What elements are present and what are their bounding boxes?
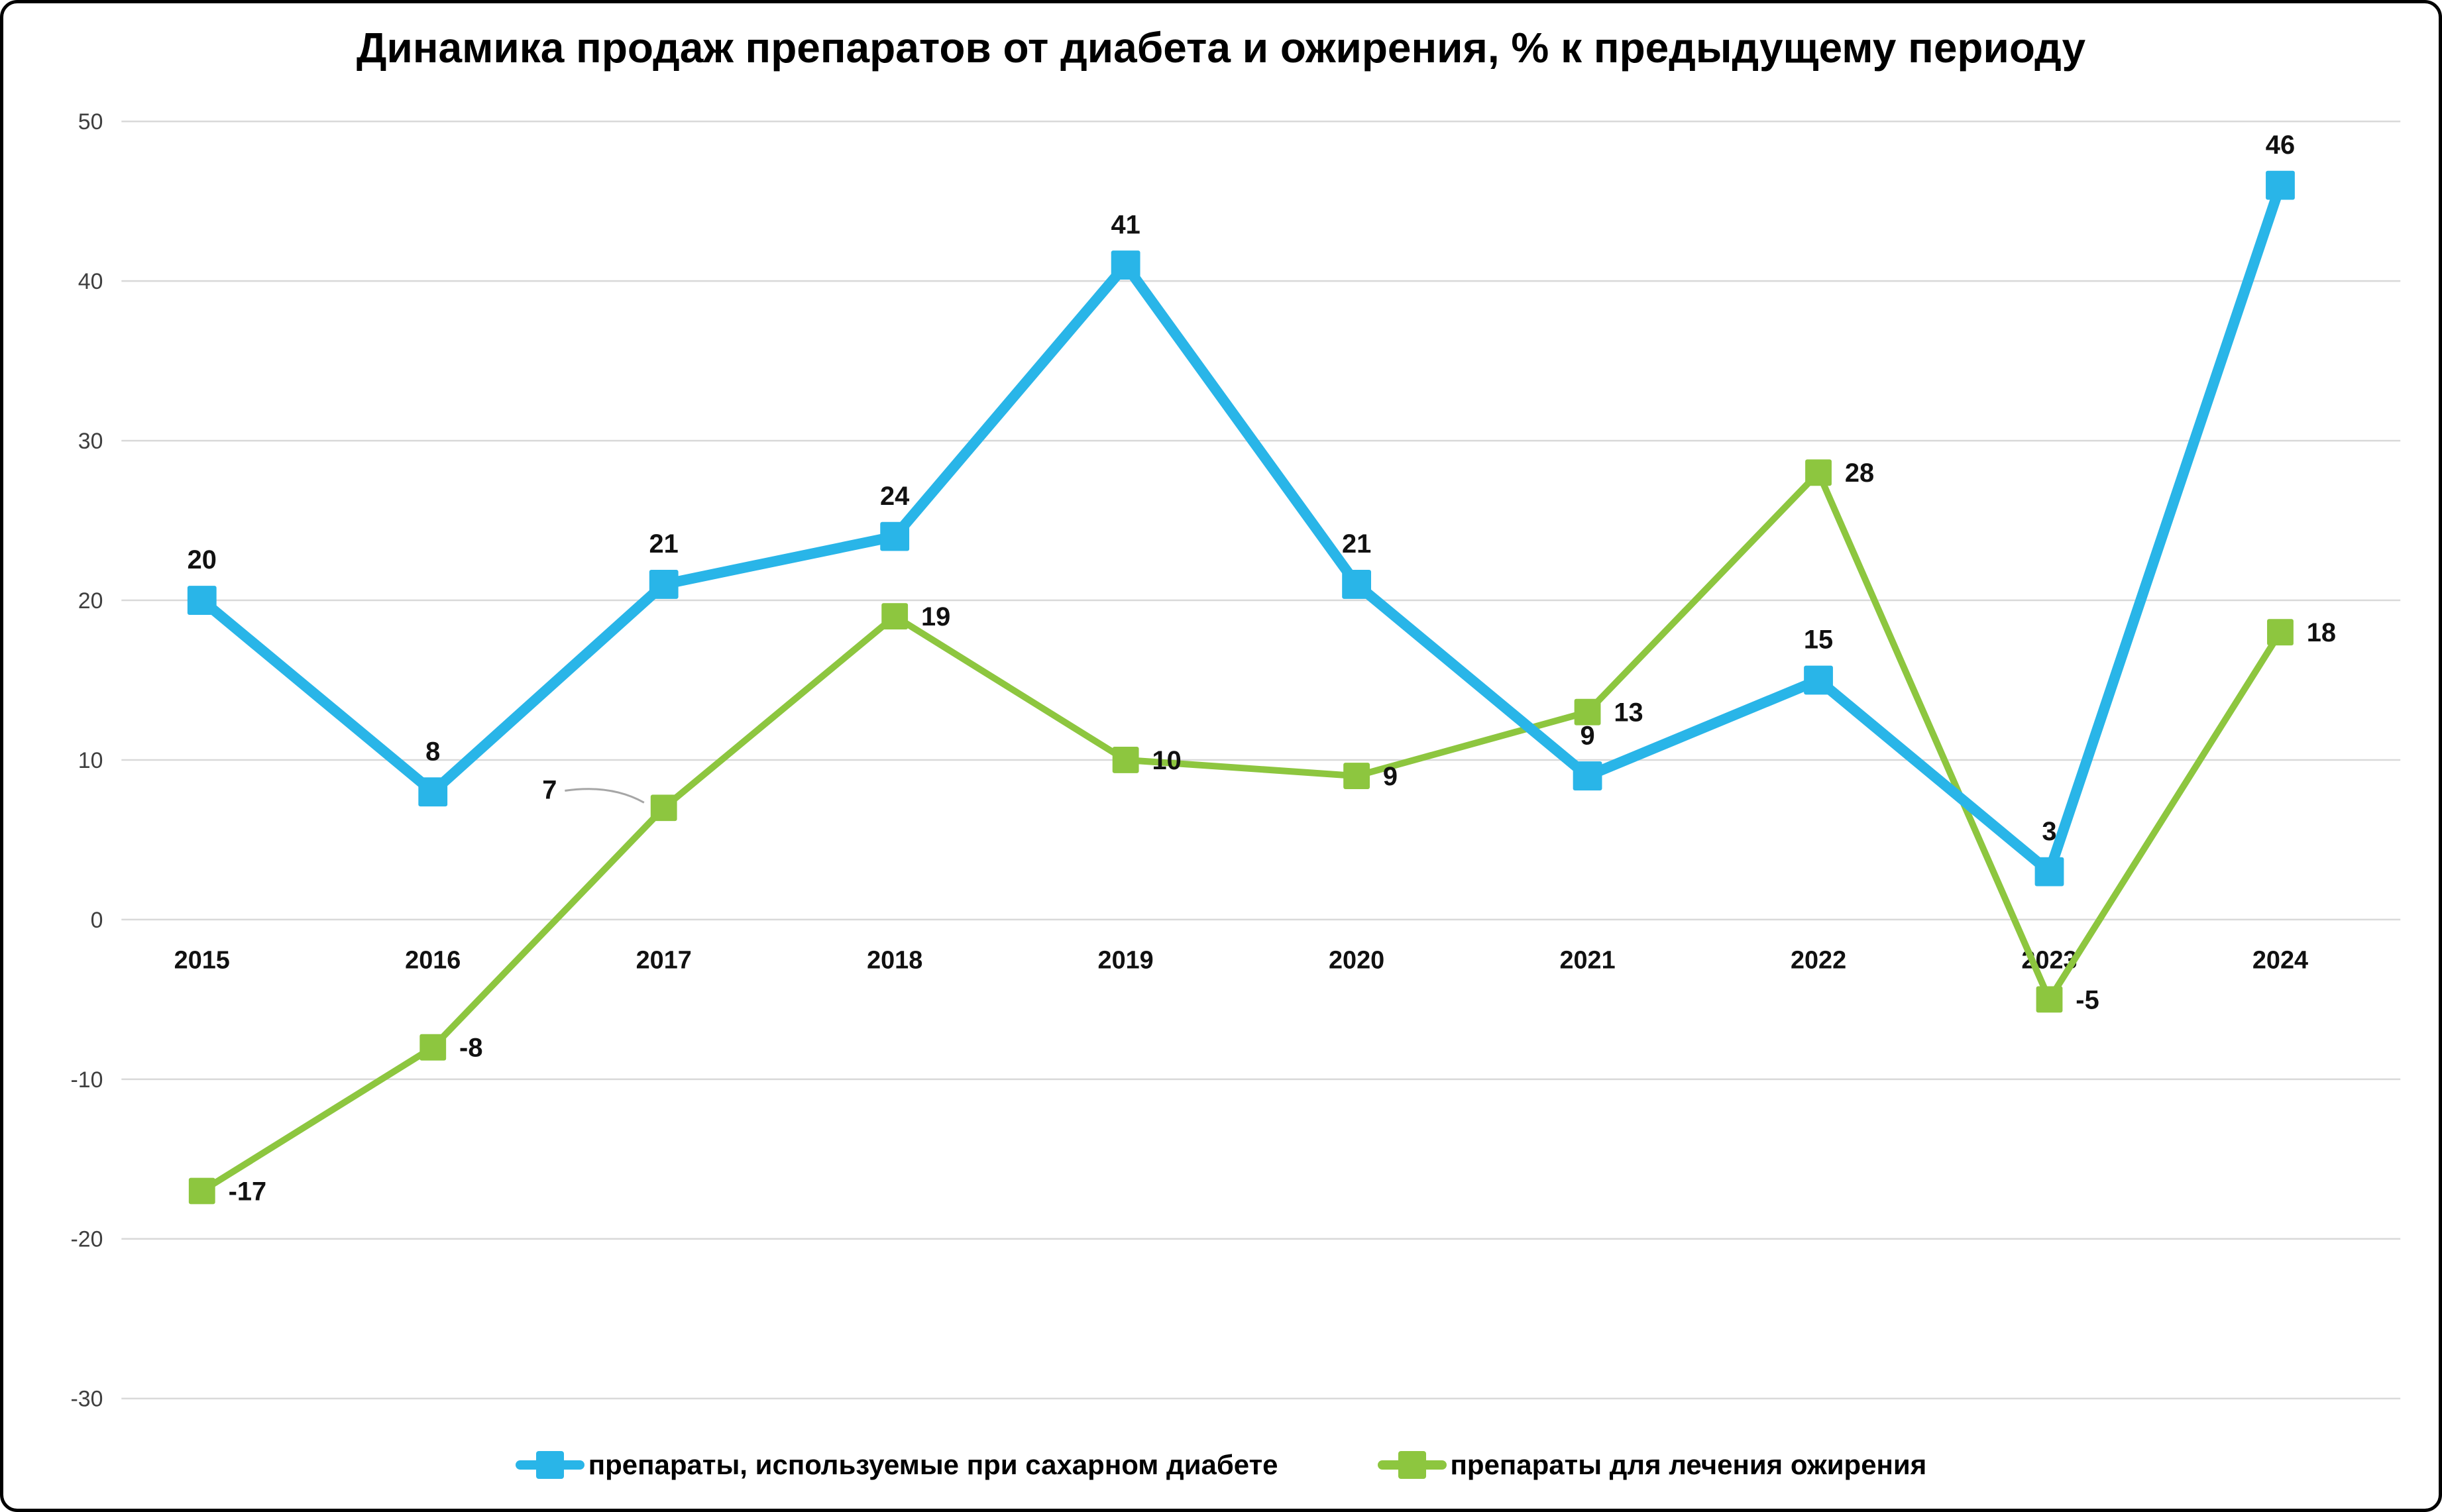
series-line-1 <box>198 469 2284 1195</box>
legend-line-marker-icon <box>515 1451 584 1479</box>
x-tick-label: 2022 <box>1791 947 1846 975</box>
data-label: 10 <box>1152 746 1181 775</box>
y-tick-label: -20 <box>71 1227 103 1252</box>
data-point-marker <box>1573 761 1602 790</box>
data-label: 18 <box>2307 618 2336 647</box>
chart-title: Динамика продаж препаратов от диабета и … <box>356 24 2086 72</box>
data-label: 21 <box>1342 529 1371 559</box>
y-tick-label: 50 <box>78 109 103 135</box>
legend-square-marker-icon <box>535 1451 564 1479</box>
data-point-marker <box>1112 747 1139 773</box>
x-tick-label: 2019 <box>1098 947 1154 975</box>
data-label: 19 <box>921 602 950 631</box>
data-point-marker <box>1343 763 1370 789</box>
x-tick-label: 2016 <box>405 947 461 975</box>
y-tick-label: 0 <box>91 908 103 933</box>
series-line-0 <box>196 180 2286 877</box>
legend-label-obesity-drugs: препараты для лечения ожирения <box>1450 1449 1927 1480</box>
x-tick-label: 2018 <box>867 947 922 975</box>
data-point-marker <box>1805 459 1832 486</box>
data-label: 41 <box>1111 210 1140 239</box>
data-label: 21 <box>649 529 679 559</box>
data-point-marker <box>1111 250 1140 280</box>
legend-label-diabetes-drugs: препараты, используемые при сахарном диа… <box>588 1449 1278 1480</box>
legend-square-marker-icon <box>1398 1451 1426 1479</box>
data-point-marker <box>649 570 679 599</box>
y-tick-label: -30 <box>71 1387 103 1412</box>
data-label: 9 <box>1383 762 1398 791</box>
data-label: -8 <box>459 1034 482 1063</box>
data-label: 46 <box>2266 131 2295 160</box>
data-point-marker <box>880 521 910 551</box>
data-point-marker <box>650 794 677 822</box>
x-tick-label: 2021 <box>1559 947 1615 975</box>
data-point-marker <box>2267 619 2294 646</box>
data-label: 13 <box>1614 698 1643 728</box>
series-data-labels-1: -17 -8 7 19 10 9 13 28 -5 18 <box>229 459 2336 1206</box>
data-label: -5 <box>2076 985 2099 1014</box>
legend-line-marker-icon <box>1377 1451 1447 1479</box>
data-label: -17 <box>229 1177 267 1206</box>
series-markers-1 <box>188 459 2294 1205</box>
data-point-marker <box>188 1177 215 1205</box>
data-point-marker <box>1574 698 1601 726</box>
gridlines <box>121 120 2401 1399</box>
x-tick-label: 2024 <box>2252 947 2308 975</box>
y-tick-label: 20 <box>78 588 103 614</box>
y-tick-label: 40 <box>78 269 103 294</box>
data-label: 20 <box>188 545 217 574</box>
data-point-marker <box>1804 665 1833 695</box>
chart-legend: препараты, используемые при сахарном диа… <box>3 1449 2439 1481</box>
data-point-marker <box>1342 570 1372 599</box>
data-point-marker <box>2266 170 2295 200</box>
data-label: 7 <box>542 775 557 804</box>
y-tick-label: 30 <box>78 429 103 454</box>
data-label: 24 <box>880 482 909 511</box>
y-tick-label: 10 <box>78 748 103 773</box>
y-axis-tick-labels: -30 -20 -10 0 10 20 30 40 50 <box>71 109 103 1412</box>
data-label: 15 <box>1804 625 1833 655</box>
data-point-marker <box>2036 986 2063 1013</box>
data-point-marker <box>881 603 909 630</box>
series-data-labels-0: 20 8 21 24 41 21 9 15 3 46 <box>188 131 2295 846</box>
x-tick-label: 2020 <box>1329 947 1384 975</box>
x-tick-label: 2017 <box>636 947 692 975</box>
legend-item-obesity-drugs: препараты для лечения ожирения <box>1377 1449 1927 1481</box>
x-axis-tick-labels: 2015 2016 2017 2018 2019 2020 2021 2022 2023 2024 <box>174 947 2308 975</box>
series-markers-0 <box>187 170 2295 887</box>
data-label: 3 <box>2042 817 2056 846</box>
data-label: 8 <box>425 737 440 766</box>
y-tick-label: -10 <box>71 1067 103 1093</box>
data-label: 28 <box>1845 459 1874 488</box>
data-point-marker <box>419 1034 447 1061</box>
data-point-marker <box>2034 857 2064 887</box>
label-callout-line <box>565 788 645 804</box>
legend-item-diabetes-drugs: препараты, используемые при сахарном диа… <box>515 1449 1278 1481</box>
data-point-marker <box>187 586 217 615</box>
x-tick-label: 2015 <box>174 947 230 975</box>
data-label: 9 <box>1580 721 1594 750</box>
data-point-marker <box>418 777 448 807</box>
